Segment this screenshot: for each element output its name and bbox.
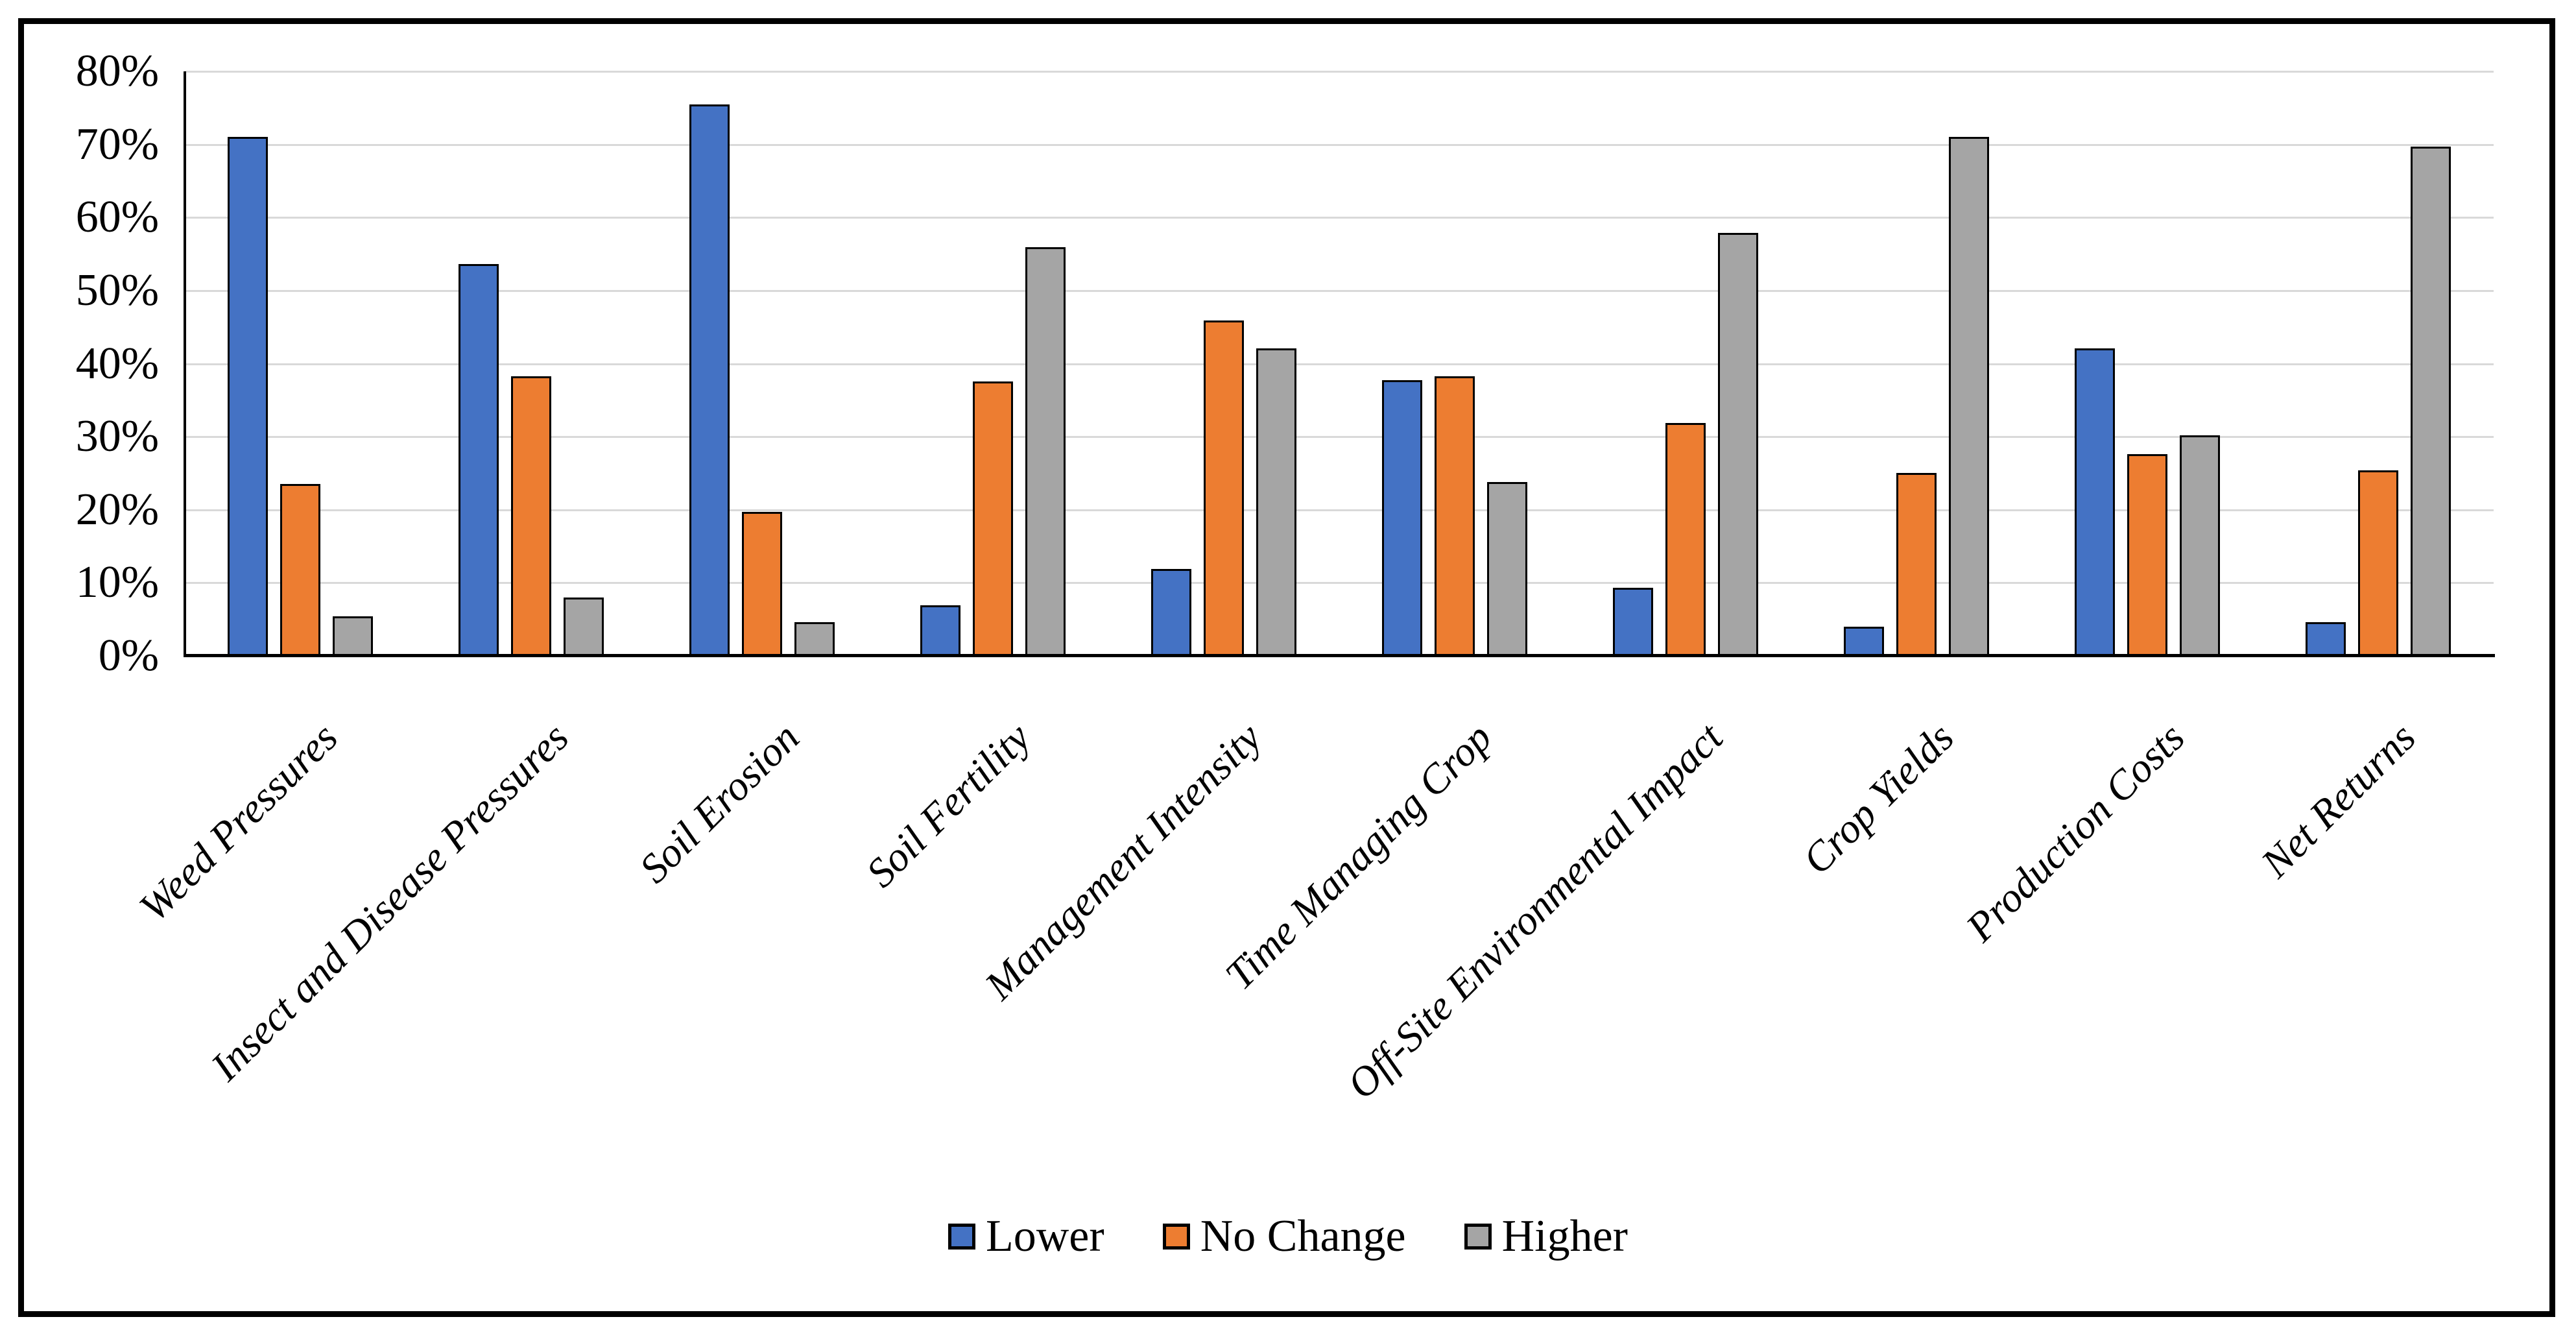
bar [1025, 247, 1066, 656]
bar [1613, 588, 1653, 656]
x-category-label: Weed Pressures [130, 714, 346, 930]
bar [2180, 435, 2220, 656]
bar [1844, 626, 1884, 656]
bar [1382, 380, 1422, 656]
bar [564, 597, 604, 656]
bar [973, 381, 1013, 656]
bar [1151, 568, 1191, 656]
gridline [185, 217, 2494, 219]
bar [2306, 622, 2346, 656]
x-category-label: Soil Erosion [630, 714, 808, 892]
x-category-label: Net Returns [2252, 714, 2424, 886]
bar [2075, 348, 2115, 656]
legend-item: Higher [1464, 1211, 1628, 1262]
bar [2358, 470, 2398, 656]
legend-swatch-icon [1464, 1224, 1492, 1250]
legend-label: No Change [1200, 1211, 1406, 1261]
gridline [185, 509, 2494, 511]
bar-group [1339, 71, 1570, 656]
x-category-label: Time Managing Crop [1216, 714, 1501, 998]
legend-item: No Change [1162, 1211, 1406, 1262]
bar [280, 484, 320, 656]
gridline [185, 289, 2494, 292]
bar [1949, 137, 1989, 656]
bar [1896, 473, 1937, 656]
bar [920, 605, 960, 656]
gridline [185, 582, 2494, 585]
legend-swatch-icon [1162, 1224, 1190, 1250]
bar [2411, 147, 2451, 656]
y-tick-label: 50% [75, 265, 159, 315]
x-category-label: Soil Fertility [857, 714, 1039, 896]
x-category-label: Management Intensity [975, 714, 1270, 1009]
bar [1665, 422, 1706, 656]
x-category-label: Crop Yields [1793, 714, 1962, 883]
bar-group [1570, 71, 1801, 656]
bar [2127, 454, 2167, 656]
bar-group [877, 71, 1108, 656]
y-axis-line [184, 71, 186, 657]
bar [742, 512, 782, 656]
bar [511, 376, 551, 656]
bar [689, 104, 730, 656]
x-axis-line [184, 654, 2495, 657]
gridline [185, 363, 2494, 365]
y-tick-label: 70% [75, 119, 159, 169]
bar-group [185, 71, 416, 656]
bar-series-container [185, 71, 2494, 656]
y-tick-label: 40% [75, 338, 159, 389]
x-category-label: Production Costs [1957, 714, 2193, 950]
bar [794, 622, 835, 656]
bar [333, 616, 373, 656]
bar [1256, 348, 1296, 656]
gridline [185, 71, 2494, 73]
bar-group [1108, 71, 1339, 656]
y-tick-label: 20% [75, 484, 159, 535]
bar-group [647, 71, 877, 656]
bar-group [2032, 71, 2263, 656]
x-category-label: Off-Site Environmental Impact [1338, 714, 1732, 1108]
plot-area [185, 71, 2494, 656]
y-tick-label: 10% [75, 557, 159, 608]
legend-label: Higher [1501, 1211, 1628, 1261]
legend: Lower No Change Higher [0, 1211, 2576, 1262]
y-tick-label: 0% [98, 631, 159, 681]
bar-group [1801, 71, 2032, 656]
legend-item: Lower [948, 1211, 1104, 1262]
bar [1487, 481, 1527, 656]
gridline [185, 436, 2494, 439]
gridline [185, 143, 2494, 146]
bar [228, 137, 268, 656]
y-tick-label: 30% [75, 411, 159, 462]
legend-swatch-icon [948, 1224, 975, 1250]
bar-group [416, 71, 647, 656]
y-tick-label: 80% [75, 46, 159, 96]
bar [459, 264, 499, 656]
bar [1718, 232, 1758, 656]
bar-group [2263, 71, 2494, 656]
bar [1204, 320, 1244, 656]
y-tick-label: 60% [75, 192, 159, 243]
bar [1435, 376, 1475, 656]
x-category-label: Insect and Disease Pressures [202, 714, 577, 1090]
legend-label: Lower [986, 1211, 1104, 1261]
